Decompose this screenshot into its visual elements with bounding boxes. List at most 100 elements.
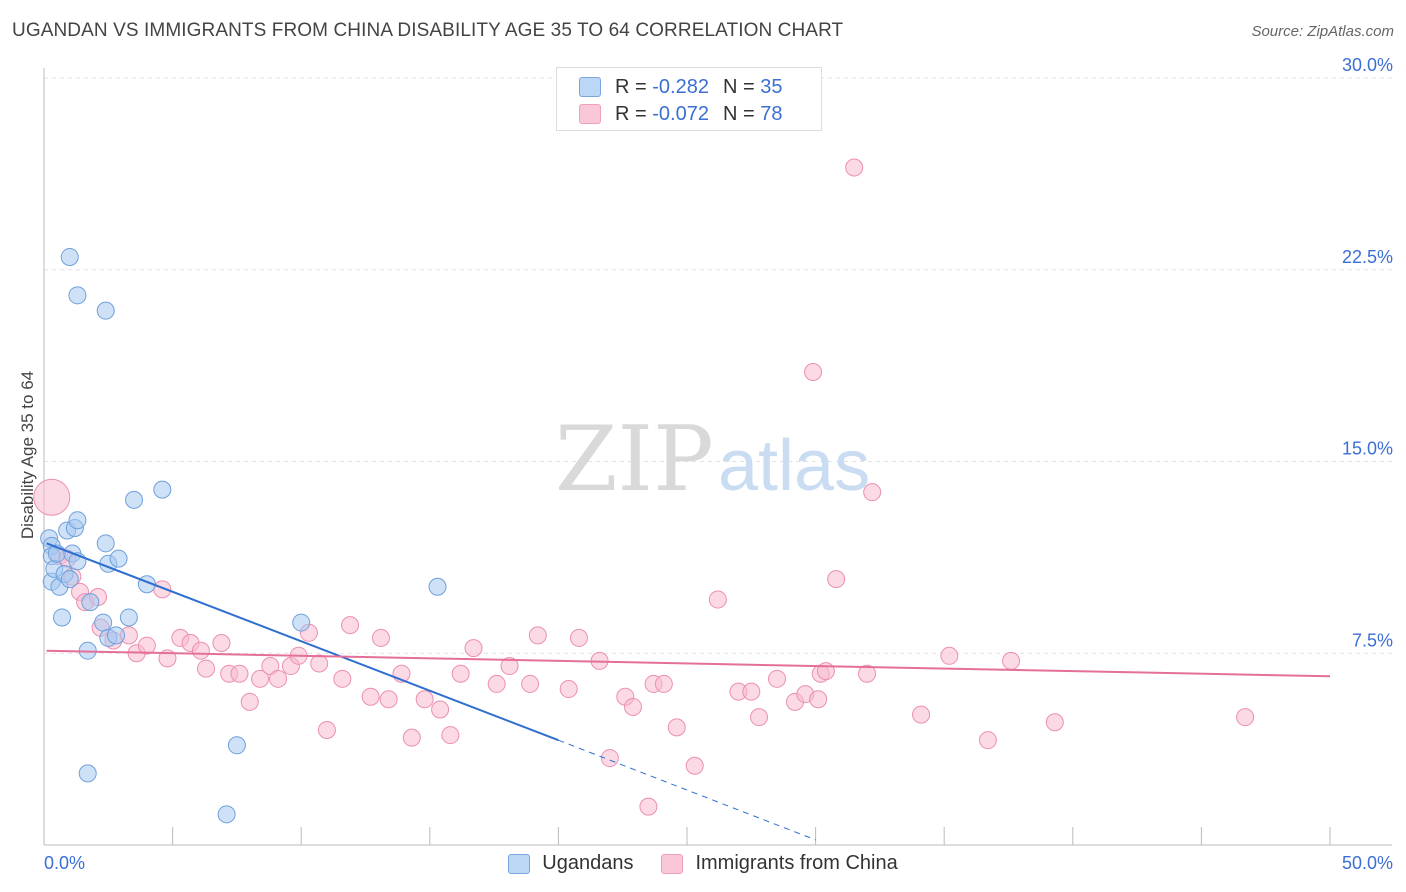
ugandan-point xyxy=(109,549,128,568)
china-point xyxy=(708,590,727,609)
y-tick-label: 22.5% xyxy=(1342,247,1393,267)
china-point xyxy=(521,674,540,693)
chart-title: UGANDAN VS IMMIGRANTS FROM CHINA DISABIL… xyxy=(12,20,844,41)
china-point xyxy=(191,641,210,660)
source-label: Source: ZipAtlas.com xyxy=(1251,23,1394,40)
ugandan-point xyxy=(119,608,138,627)
china-point xyxy=(310,654,329,673)
swatch-china xyxy=(579,104,601,124)
stats-row-ugandans: R = -0.282 N = 35 xyxy=(579,75,782,99)
china-point xyxy=(212,634,231,653)
ugandan-point xyxy=(60,247,79,266)
stats-row-china: R = -0.072 N = 78 xyxy=(579,102,782,126)
ugandan-point xyxy=(107,626,126,645)
legend-item-china[interactable]: Immigrants from China xyxy=(661,852,898,875)
series-ugandans xyxy=(40,247,447,824)
ugandan-point xyxy=(292,613,311,632)
china-point xyxy=(654,674,673,693)
x-tick-label: 0.0% xyxy=(44,853,85,873)
china-point xyxy=(569,628,588,647)
y-tick-label: 30.0% xyxy=(1342,55,1393,75)
trend-line-ugandans-extension xyxy=(558,739,816,841)
china-point xyxy=(464,639,483,658)
swatch-ugandans xyxy=(579,77,601,97)
r-value-ugandans: -0.282 xyxy=(652,75,709,98)
china-point xyxy=(431,700,450,719)
legend-label-china: Immigrants from China xyxy=(695,852,898,874)
trend-lines xyxy=(46,542,1331,841)
china-point xyxy=(623,697,642,716)
china-point xyxy=(230,664,249,683)
china-point xyxy=(33,478,71,516)
grid-lines xyxy=(44,77,1392,654)
china-point xyxy=(341,616,360,635)
tick-labels: 7.5% 15.0% 22.5% 30.0% 0.0% 50.0% xyxy=(44,55,1393,873)
china-point xyxy=(317,720,336,739)
watermark-atlas: atlas xyxy=(718,426,870,506)
legend-item-ugandans[interactable]: Ugandans xyxy=(508,852,633,875)
china-point xyxy=(500,657,519,676)
china-point xyxy=(559,680,578,699)
ugandan-point xyxy=(94,613,113,632)
china-point xyxy=(1236,708,1255,727)
china-point xyxy=(451,664,470,683)
r-label: R = xyxy=(615,75,647,98)
ugandan-point xyxy=(217,805,236,824)
china-point xyxy=(371,628,390,647)
r-value-china: -0.072 xyxy=(652,102,709,125)
china-point xyxy=(912,705,931,724)
ugandan-point xyxy=(78,764,97,783)
china-point xyxy=(251,669,270,688)
china-point xyxy=(1002,651,1021,670)
china-point xyxy=(379,690,398,709)
y-tick-label: 15.0% xyxy=(1342,439,1393,459)
ugandan-point xyxy=(96,534,115,553)
china-point xyxy=(750,708,769,727)
trend-line-ugandans xyxy=(46,542,559,742)
ugandan-point xyxy=(428,577,447,596)
china-point xyxy=(827,570,846,589)
y-tick-label: 7.5% xyxy=(1352,630,1393,650)
china-point xyxy=(197,659,216,678)
ugandan-point xyxy=(68,511,87,530)
china-point xyxy=(685,756,704,775)
china-point xyxy=(863,483,882,502)
china-point xyxy=(845,158,864,177)
legend-label-ugandans: Ugandans xyxy=(542,852,634,874)
ugandan-point xyxy=(68,286,87,305)
china-point xyxy=(441,726,460,745)
ugandan-point xyxy=(153,480,172,499)
y-axis-label: Disability Age 35 to 64 xyxy=(18,371,37,539)
ugandan-point xyxy=(227,736,246,755)
ugandan-point xyxy=(96,301,115,320)
axes xyxy=(43,68,1392,846)
ugandan-point xyxy=(53,608,72,627)
china-point xyxy=(667,718,686,737)
x-tick-label: 50.0% xyxy=(1342,853,1393,873)
series-immigrants-from-china xyxy=(33,158,1255,816)
n-value-china: 78 xyxy=(760,102,783,125)
china-point xyxy=(240,692,259,711)
china-point xyxy=(978,731,997,750)
legend-swatch-ugandans xyxy=(508,853,531,874)
n-label: N = xyxy=(722,75,755,98)
china-point xyxy=(858,664,877,683)
china-point xyxy=(600,749,619,768)
china-point xyxy=(1045,713,1064,732)
ugandan-point xyxy=(81,593,100,612)
china-point xyxy=(528,626,547,645)
china-point xyxy=(639,797,658,816)
series-legend: Ugandans Immigrants from China xyxy=(0,852,1406,875)
legend-swatch-china xyxy=(661,853,684,874)
china-point xyxy=(768,669,787,688)
r-label: R = xyxy=(615,102,647,125)
trend-line-china xyxy=(46,649,1331,678)
stats-legend: R = -0.282 N = 35 R = -0.072 N = 78 xyxy=(556,67,822,131)
china-point xyxy=(804,363,823,382)
ugandan-point xyxy=(60,570,79,589)
china-point xyxy=(940,646,959,665)
china-point xyxy=(809,690,828,709)
watermark-zip: ZIP xyxy=(555,407,714,512)
china-point xyxy=(137,636,156,655)
